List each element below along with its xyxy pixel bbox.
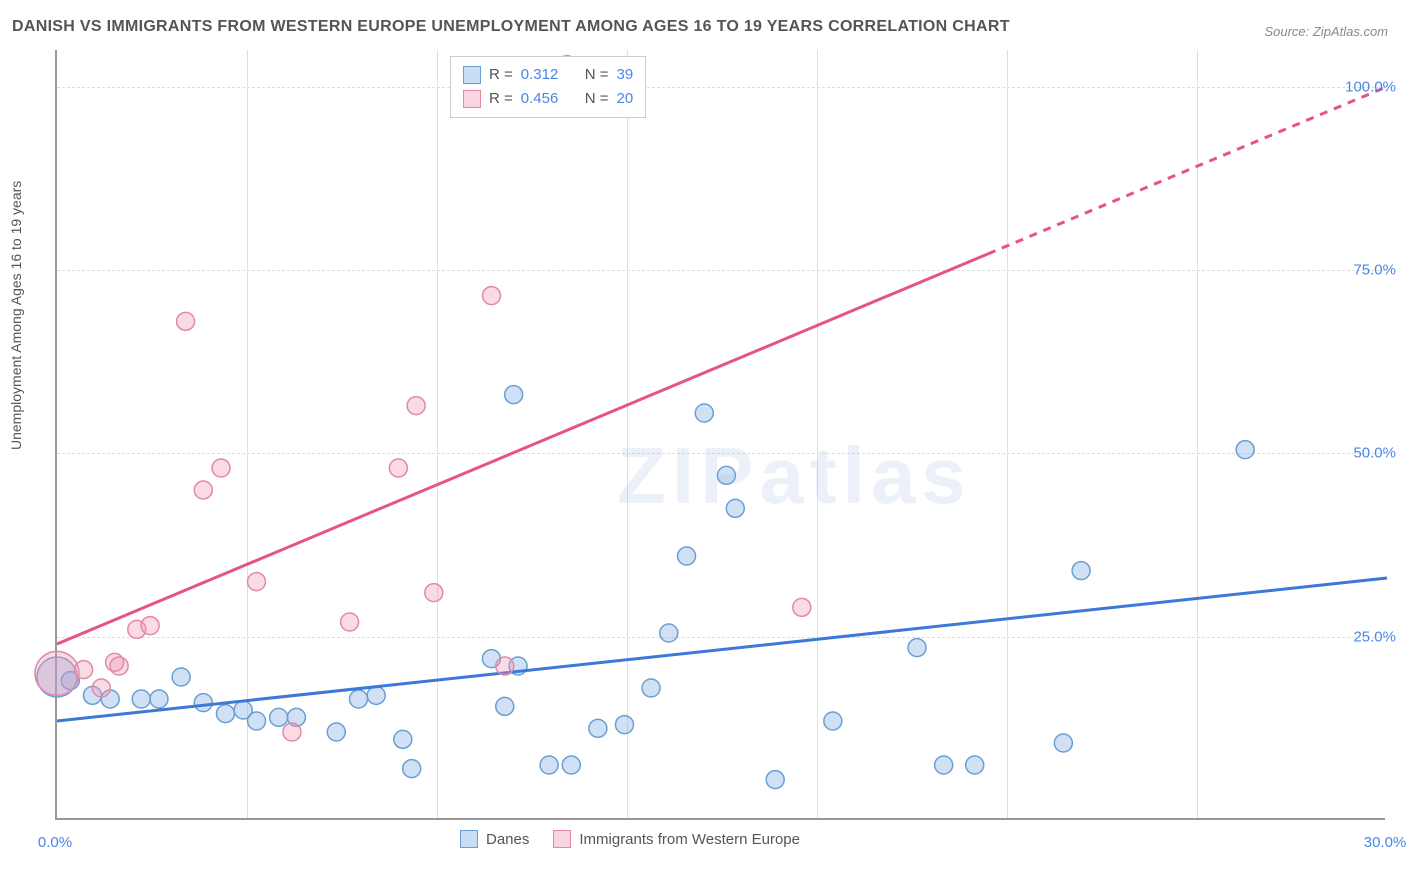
data-point — [283, 723, 301, 741]
r-label: R = — [489, 63, 513, 87]
data-point — [212, 459, 230, 477]
data-point — [908, 639, 926, 657]
data-point — [766, 771, 784, 789]
y-tick-label: 25.0% — [1353, 628, 1396, 645]
scatter-svg — [57, 50, 1385, 818]
data-point — [717, 466, 735, 484]
data-point — [141, 617, 159, 635]
plot-area: ZIPatlas — [55, 50, 1385, 820]
data-point — [177, 312, 195, 330]
data-point — [1236, 441, 1254, 459]
correlation-legend: R = 0.312 N = 39 R = 0.456 N = 20 — [450, 56, 646, 118]
data-point — [132, 690, 150, 708]
data-point — [248, 712, 266, 730]
legend-swatch — [553, 830, 571, 848]
data-point — [482, 287, 500, 305]
trend-line — [57, 578, 1387, 721]
data-point — [341, 613, 359, 631]
series-legend: Danes Immigrants from Western Europe — [460, 830, 800, 848]
data-point — [327, 723, 345, 741]
legend-swatch — [460, 830, 478, 848]
legend-swatch — [463, 66, 481, 84]
data-point — [589, 719, 607, 737]
chart-title: DANISH VS IMMIGRANTS FROM WESTERN EUROPE… — [12, 18, 1010, 36]
data-point — [562, 756, 580, 774]
r-label: R = — [489, 87, 513, 111]
data-point — [389, 459, 407, 477]
data-point — [92, 679, 110, 697]
trend-line-dashed — [988, 87, 1387, 254]
data-point — [540, 756, 558, 774]
legend-swatch — [463, 90, 481, 108]
data-point — [216, 705, 234, 723]
data-point — [824, 712, 842, 730]
x-tick-label: 30.0% — [1364, 834, 1406, 851]
data-point — [793, 598, 811, 616]
data-point — [194, 694, 212, 712]
data-point — [1054, 734, 1072, 752]
trend-line — [57, 254, 988, 644]
data-point — [935, 756, 953, 774]
y-axis-label: Unemployment Among Ages 16 to 19 years — [8, 181, 24, 450]
n-value: 39 — [617, 63, 634, 87]
y-tick-label: 75.0% — [1353, 262, 1396, 279]
legend-series-label: Immigrants from Western Europe — [579, 831, 800, 848]
data-point — [496, 697, 514, 715]
n-value: 20 — [617, 87, 634, 111]
legend-series-label: Danes — [486, 831, 529, 848]
data-point — [172, 668, 190, 686]
data-point — [1072, 562, 1090, 580]
legend-stat-row: R = 0.456 N = 20 — [463, 87, 633, 111]
data-point — [35, 651, 79, 695]
chart-container: DANISH VS IMMIGRANTS FROM WESTERN EUROPE… — [0, 0, 1406, 892]
data-point — [194, 481, 212, 499]
r-value: 0.456 — [521, 87, 577, 111]
data-point — [726, 499, 744, 517]
data-point — [642, 679, 660, 697]
n-label: N = — [585, 87, 609, 111]
data-point — [367, 686, 385, 704]
source-attribution: Source: ZipAtlas.com — [1264, 24, 1388, 39]
data-point — [678, 547, 696, 565]
data-point — [349, 690, 367, 708]
x-tick-label: 0.0% — [38, 834, 72, 851]
legend-series-item: Danes — [460, 830, 529, 848]
data-point — [966, 756, 984, 774]
data-point — [425, 584, 443, 602]
y-tick-label: 50.0% — [1353, 445, 1396, 462]
data-point — [505, 386, 523, 404]
data-point — [660, 624, 678, 642]
data-point — [403, 760, 421, 778]
data-point — [407, 397, 425, 415]
r-value: 0.312 — [521, 63, 577, 87]
data-point — [394, 730, 412, 748]
data-point — [270, 708, 288, 726]
data-point — [695, 404, 713, 422]
data-point — [150, 690, 168, 708]
n-label: N = — [585, 63, 609, 87]
legend-series-item: Immigrants from Western Europe — [553, 830, 800, 848]
data-point — [248, 573, 266, 591]
data-point — [615, 716, 633, 734]
legend-stat-row: R = 0.312 N = 39 — [463, 63, 633, 87]
data-point — [496, 657, 514, 675]
data-point — [75, 661, 93, 679]
data-point — [110, 657, 128, 675]
y-tick-label: 100.0% — [1345, 78, 1396, 95]
